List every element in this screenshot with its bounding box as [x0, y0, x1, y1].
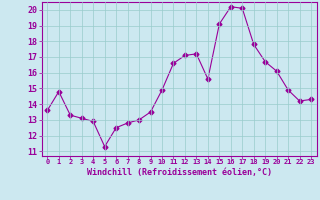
X-axis label: Windchill (Refroidissement éolien,°C): Windchill (Refroidissement éolien,°C)	[87, 168, 272, 177]
